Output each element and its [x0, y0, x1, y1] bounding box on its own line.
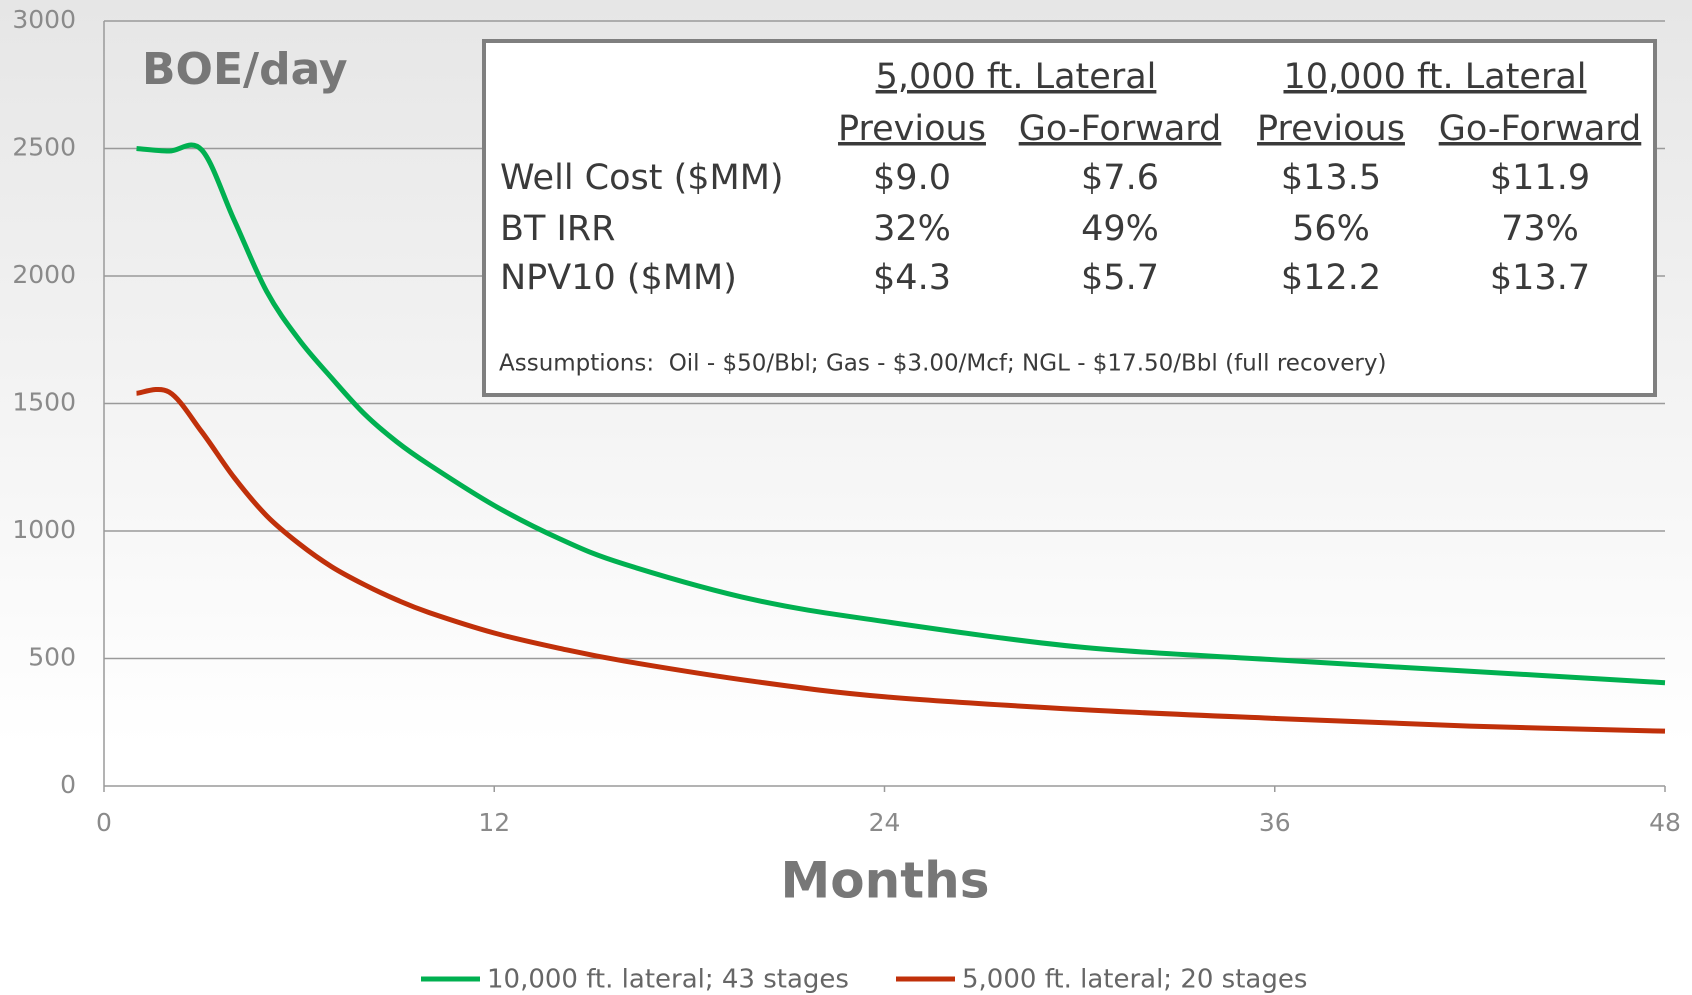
- cell: $7.6: [1081, 158, 1159, 198]
- cell: 56%: [1292, 209, 1370, 249]
- y-tick-label: 2000: [12, 260, 76, 289]
- series-line: [136, 387, 1666, 734]
- row-label: Well Cost ($MM): [500, 158, 784, 198]
- y-tick-label: 500: [28, 643, 76, 672]
- cell: 49%: [1081, 209, 1159, 249]
- cell: 32%: [873, 209, 951, 249]
- x-axis-label: Months: [781, 852, 990, 910]
- cell: $5.7: [1081, 258, 1159, 298]
- group-header: 5,000 ft. Lateral: [876, 57, 1157, 97]
- row-label: BT IRR: [500, 209, 615, 249]
- column-header: Previous: [838, 109, 986, 149]
- row-label: NPV10 ($MM): [500, 258, 737, 298]
- table-box: [482, 39, 1657, 397]
- group-header: 10,000 ft. Lateral: [1283, 57, 1586, 97]
- plot: 0 500 1000 1500 2000 2500 3000 0 12 24 36 48 10,000 …: [12, 5, 1681, 995]
- column-header: Go-Forward: [1439, 109, 1642, 149]
- cell: $13.5: [1281, 158, 1381, 198]
- cell: $13.7: [1490, 258, 1590, 298]
- y-tick-label: 3000: [12, 5, 76, 34]
- cell: 73%: [1501, 209, 1579, 249]
- y-tick-label: 0: [60, 770, 76, 799]
- cell: $4.3: [873, 258, 951, 298]
- cell: $9.0: [873, 158, 951, 198]
- y-tick-label: 1000: [12, 515, 76, 544]
- cell: $12.2: [1281, 258, 1381, 298]
- column-header: Go-Forward: [1019, 109, 1222, 149]
- series-line: [136, 142, 1666, 686]
- footnote: Assumptions: Oil - $50/Bbl; Gas - $3.00/…: [499, 351, 1386, 377]
- x-tick-label: 24: [869, 808, 901, 837]
- x-tick-label: 48: [1649, 808, 1681, 837]
- column-header: Previous: [1257, 109, 1405, 149]
- x-tick-label: 12: [478, 808, 510, 837]
- cell: $11.9: [1490, 158, 1590, 198]
- y-tick-label: 1500: [12, 388, 76, 417]
- table: 5,000 ft. Lateral 10,000 ft. Lateral Previ…: [482, 39, 1657, 397]
- legend-label: 10,000 ft. lateral; 43 stages: [487, 965, 849, 995]
- y-tick-label: 2500: [12, 133, 76, 162]
- legend-label: 5,000 ft. lateral; 20 stages: [962, 965, 1307, 995]
- x-tick-label: 36: [1259, 808, 1291, 837]
- annotation: BOE/day: [142, 44, 348, 95]
- x-tick-label: 0: [96, 808, 112, 837]
